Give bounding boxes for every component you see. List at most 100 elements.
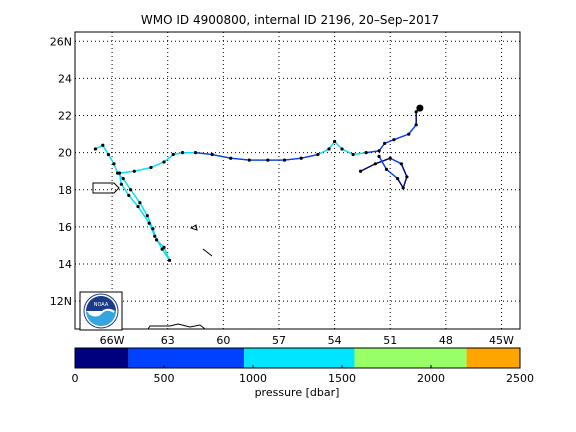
track-branch-point xyxy=(399,162,403,166)
track-segment xyxy=(317,148,330,156)
colorbar: 0 500 1000 1500 2000 2500 pressure [dbar] xyxy=(72,347,534,399)
lat-tick-label: 18 xyxy=(58,184,72,197)
track-branch-point xyxy=(384,167,389,171)
svg-text:NOAA: NOAA xyxy=(94,302,109,308)
track-branch-point xyxy=(373,162,377,166)
colorbar-tick-label: 2500 xyxy=(506,372,534,385)
colorbar-tick-label: 500 xyxy=(154,372,175,385)
colorbar-segments xyxy=(75,348,520,368)
track-segment xyxy=(195,151,213,156)
track-point xyxy=(151,227,155,231)
colorbar-segment xyxy=(75,348,129,368)
float-track xyxy=(93,104,424,262)
track-point xyxy=(119,182,123,186)
colorbar-segment xyxy=(128,348,245,368)
lon-tick-labels: 66W 63 60 57 54 51 48 45W xyxy=(100,334,514,347)
colorbar-segment xyxy=(354,348,467,368)
track-segment xyxy=(107,154,115,165)
track-point xyxy=(299,156,303,160)
track-point xyxy=(327,147,331,151)
lon-tick-label: 48 xyxy=(439,334,453,347)
track-point xyxy=(282,158,287,162)
lon-tick-label: 45W xyxy=(489,334,514,347)
lon-tick-label: 60 xyxy=(216,334,230,347)
track-segment xyxy=(212,153,231,159)
track-point xyxy=(136,204,140,209)
track-point xyxy=(332,139,337,144)
track-point xyxy=(147,221,151,225)
track-segment xyxy=(113,163,119,174)
track-point xyxy=(117,171,122,175)
track-segment xyxy=(393,133,409,141)
track-segment xyxy=(122,178,132,191)
lat-tick-label: 12N xyxy=(50,295,72,308)
colorbar-tick-labels: 0 500 1000 1500 2000 2500 xyxy=(72,365,534,385)
track-point xyxy=(407,132,411,136)
noaa-logo: NOAA xyxy=(79,291,123,331)
lat-tick-label: 14 xyxy=(58,258,72,271)
track-segment xyxy=(284,157,302,161)
track-point xyxy=(153,234,157,238)
island-outline xyxy=(189,224,198,231)
lat-tick-label: 22 xyxy=(58,110,72,123)
lon-tick-label: 54 xyxy=(328,334,342,347)
colorbar-border xyxy=(74,347,521,369)
track-point xyxy=(266,158,270,162)
colorbar-tick-label: 1000 xyxy=(239,372,267,385)
land-outlines xyxy=(92,182,213,330)
colorbar-segment xyxy=(466,348,520,368)
track-point xyxy=(364,151,368,155)
track-branch-segment xyxy=(375,157,391,165)
track-segment xyxy=(102,144,109,155)
track-point xyxy=(229,156,233,160)
track-point xyxy=(247,158,251,162)
puerto-rico-outline xyxy=(92,182,120,194)
track-point xyxy=(149,165,153,170)
track-point xyxy=(162,160,166,164)
track-point xyxy=(392,138,396,142)
track-point xyxy=(93,147,97,151)
track-point xyxy=(167,258,172,262)
track-point xyxy=(414,110,418,114)
track-branch-point xyxy=(396,177,400,181)
track-point xyxy=(154,238,159,242)
track-branch-point xyxy=(405,175,409,179)
track-segment xyxy=(150,161,165,169)
track-point xyxy=(414,123,418,127)
colorbar-segment xyxy=(244,348,355,368)
track-point xyxy=(112,162,116,166)
colorbar-tick-label: 0 xyxy=(72,372,79,385)
lat-tick-label: 26N xyxy=(50,35,72,48)
colorbar-label: pressure [dbar] xyxy=(255,386,340,399)
track-segment xyxy=(408,124,417,135)
track-segment xyxy=(134,166,152,172)
lon-tick-label: 66W xyxy=(100,334,125,347)
track-branch-point xyxy=(401,186,405,190)
lon-tick-label: 63 xyxy=(161,334,175,347)
track-point xyxy=(340,147,344,151)
track-segment xyxy=(163,153,174,163)
track-segment xyxy=(230,157,250,161)
track-point xyxy=(101,143,105,147)
track-point xyxy=(132,169,136,173)
track-point xyxy=(121,177,125,181)
lon-tick-label: 51 xyxy=(383,334,397,347)
track-point xyxy=(210,152,214,157)
track-point xyxy=(127,193,131,197)
track-branch-segment xyxy=(386,168,399,180)
track-segment xyxy=(139,202,148,217)
track-segment xyxy=(161,248,171,261)
lat-tick-label: 16 xyxy=(58,221,72,234)
track-segment xyxy=(128,194,139,207)
colorbar-tick-label: 2000 xyxy=(417,372,445,385)
track-segment xyxy=(353,151,367,156)
map-frame: 12N 14 16 18 20 22 24 26N 66W 63 60 57 54 51 48 45W xyxy=(50,31,521,347)
track-branch-segment xyxy=(360,163,376,172)
track-point xyxy=(180,151,185,155)
track-point xyxy=(106,152,110,157)
track-point xyxy=(193,151,198,155)
track-segment xyxy=(119,170,135,174)
track-point xyxy=(351,152,355,157)
track-segment xyxy=(130,189,141,204)
